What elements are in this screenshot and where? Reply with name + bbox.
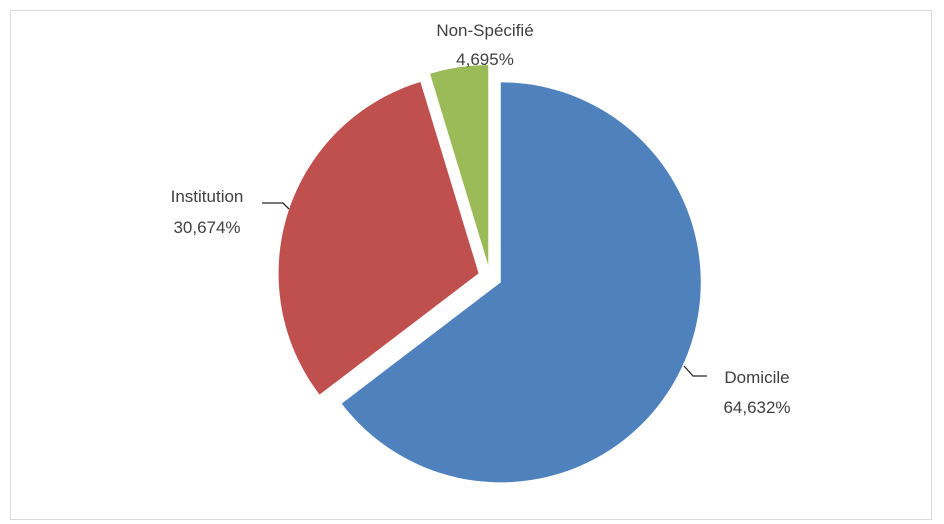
slice-label-nonspecifie: Non-Spécifié xyxy=(436,21,533,40)
leader-line-institution xyxy=(262,202,290,210)
slice-label-domicile: Domicile xyxy=(724,368,789,387)
leader-line-domicile xyxy=(683,365,707,377)
pie-slice-domicile xyxy=(341,82,701,483)
slice-value-institution: 30,674% xyxy=(173,218,240,237)
slice-value-domicile: 64,632% xyxy=(723,398,790,417)
pie-slice-nonspecifie xyxy=(430,65,489,266)
pie-slice-institution xyxy=(278,81,479,395)
pie-slices xyxy=(278,65,701,483)
slice-label-institution: Institution xyxy=(171,187,244,206)
slice-value-nonspecifie: 4,695% xyxy=(456,50,514,69)
